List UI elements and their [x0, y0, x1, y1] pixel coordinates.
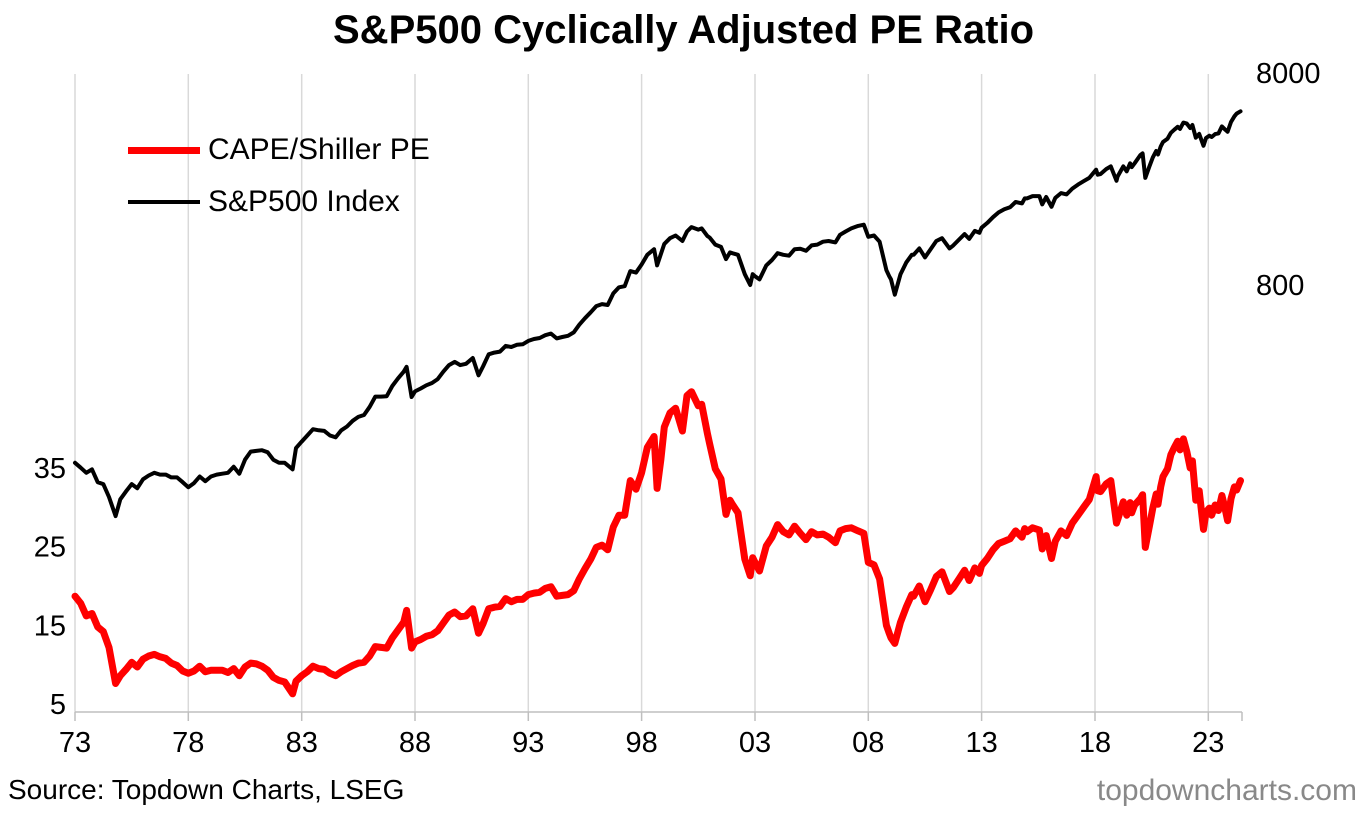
left-axis-tick-label: 15: [34, 610, 66, 642]
source-attribution: Source: Topdown Charts, LSEG: [8, 774, 405, 805]
x-axis-tick-label: 88: [399, 727, 431, 759]
x-axis-tick-label: 23: [1192, 727, 1224, 759]
x-axis-tick-label: 93: [512, 727, 544, 759]
sp500-index-line: [73, 109, 1243, 519]
left-axis-tick-label: 25: [34, 532, 66, 564]
x-axis-tick-label: 73: [59, 727, 91, 759]
legend-label-sp500: S&P500 Index: [208, 185, 400, 218]
x-axis-tick-label: 08: [852, 727, 884, 759]
chart-title: S&P500 Cyclically Adjusted PE Ratio: [333, 8, 1034, 52]
right-axis-tick-label: 800: [1256, 270, 1304, 302]
legend-label-cape: CAPE/Shiller PE: [208, 133, 430, 166]
right-axis-tick-label: 8000: [1256, 58, 1321, 90]
legend-item-sp500: S&P500 Index: [128, 186, 430, 218]
legend-item-cape: CAPE/Shiller PE: [128, 134, 430, 166]
x-axis-tick-label: 78: [172, 727, 204, 759]
sp500-line-swatch-icon: [128, 200, 200, 204]
cape-shiller-pe-line: [71, 388, 1244, 698]
legend: CAPE/Shiller PE S&P500 Index: [128, 134, 430, 238]
left-axis-tick-label: 5: [50, 689, 66, 721]
x-axis-tick-label: 98: [625, 727, 657, 759]
x-axis-tick-label: 18: [1079, 727, 1111, 759]
x-axis-tick-label: 13: [965, 727, 997, 759]
left-axis-tick-label: 35: [34, 453, 66, 485]
x-axis-tick-label: 03: [739, 727, 771, 759]
watermark-link[interactable]: topdowncharts.com: [1096, 774, 1357, 807]
x-axis-tick-label: 83: [286, 727, 318, 759]
cape-line-swatch-icon: [128, 146, 200, 154]
